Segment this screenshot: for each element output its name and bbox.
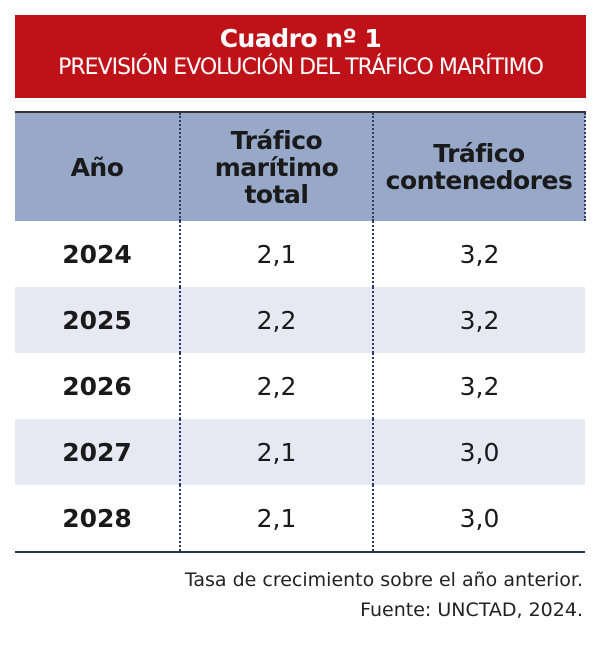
- container-traffic-cell: 3,0: [372, 485, 585, 552]
- total-traffic-cell: 2,1: [179, 485, 373, 552]
- year-cell: 2025: [15, 287, 180, 353]
- header-total-traffic: Tráfico marítimo total: [179, 112, 373, 221]
- table-row: 2024 2,1 3,2: [15, 221, 585, 287]
- table-row: 2028 2,1 3,0: [15, 485, 585, 552]
- table-row: 2026 2,2 3,2: [15, 353, 585, 419]
- year-cell: 2027: [15, 419, 180, 485]
- total-traffic-cell: 2,1: [179, 419, 373, 485]
- container-traffic-cell: 3,2: [372, 287, 585, 353]
- traffic-forecast-table: Año Tráfico marítimo total Tráfico conte…: [15, 111, 586, 553]
- footer: Tasa de crecimiento sobre el año anterio…: [185, 565, 583, 625]
- container-traffic-cell: 3,0: [372, 419, 585, 485]
- table-number: Cuadro nº 1: [219, 24, 382, 53]
- year-cell: 2024: [62, 239, 132, 269]
- year-cell: 2028: [62, 503, 132, 533]
- total-traffic-cell: 2,2: [179, 353, 373, 419]
- total-traffic-cell: 2,2: [179, 287, 373, 353]
- table-title-banner: Cuadro nº 1 PREVISIÓN EVOLUCIÓN DEL TRÁF…: [15, 15, 586, 98]
- total-traffic-cell: 2,1: [179, 221, 373, 287]
- table-title: PREVISIÓN EVOLUCIÓN DEL TRÁFICO MARÍTIMO: [58, 55, 544, 80]
- table-row: 2027 2,1 3,0: [15, 419, 585, 485]
- source: Fuente: UNCTAD, 2024.: [360, 599, 583, 621]
- footnote: Tasa de crecimiento sobre el año anterio…: [184, 569, 583, 591]
- header-year: Año: [15, 112, 180, 221]
- header-row: Año Tráfico marítimo total Tráfico conte…: [15, 112, 586, 221]
- year-cell: 2026: [62, 371, 132, 401]
- table-row: 2025 2,2 3,2: [15, 287, 585, 353]
- container-traffic-cell: 3,2: [372, 221, 585, 287]
- header-container-traffic: Tráfico contenedores: [372, 112, 586, 221]
- container-traffic-cell: 3,2: [372, 353, 585, 419]
